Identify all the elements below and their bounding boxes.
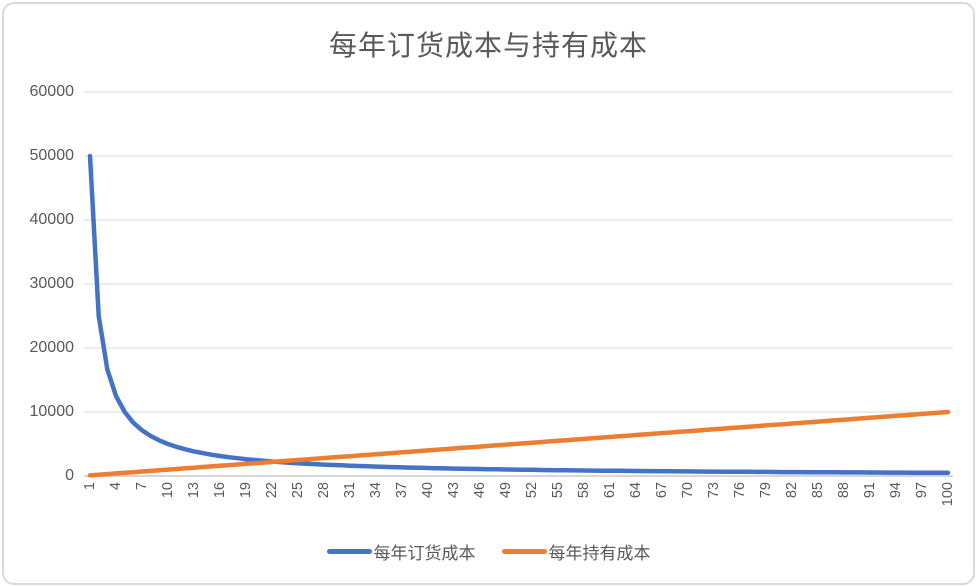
- y-tick-label: 30000: [29, 275, 75, 292]
- y-tick-label: 0: [65, 467, 74, 484]
- y-tick-label: 60000: [29, 83, 75, 100]
- legend-marker-ordering-cost: [326, 549, 372, 554]
- legend-item-ordering-cost[interactable]: 每年订货成本: [326, 539, 476, 564]
- legend-label-holding-cost: 每年持有成本: [548, 544, 651, 563]
- legend: 每年订货成本 每年持有成本: [0, 539, 977, 564]
- y-tick-label: 20000: [29, 339, 75, 356]
- legend-item-holding-cost[interactable]: 每年持有成本: [501, 539, 651, 564]
- legend-marker-holding-cost: [501, 549, 547, 554]
- y-tick-label: 50000: [29, 147, 75, 164]
- y-tick-label: 10000: [29, 403, 75, 420]
- legend-label-ordering-cost: 每年订货成本: [373, 544, 476, 563]
- chart-title[interactable]: 每年订货成本与持有成本: [328, 30, 648, 61]
- y-tick-label: 40000: [29, 211, 75, 228]
